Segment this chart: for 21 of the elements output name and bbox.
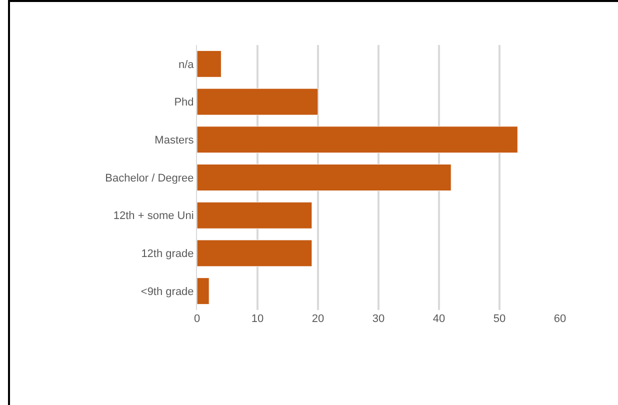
y-tick-label: Phd [174, 96, 194, 109]
x-tick-label: 10 [251, 313, 264, 325]
bar [197, 164, 452, 191]
bar [197, 240, 312, 267]
x-tick-label: 20 [312, 313, 324, 325]
y-tick-label: 12th + some Uni [113, 210, 194, 222]
y-tick-label: Bachelor / Degree [105, 172, 194, 184]
bar [197, 202, 312, 229]
bar [197, 278, 210, 305]
x-tick-label: 40 [432, 313, 446, 325]
y-tick-label: Masters [154, 134, 194, 146]
bar [197, 126, 518, 154]
y-tick-label: 12th grade [141, 248, 194, 260]
bar [197, 88, 318, 116]
x-tick-label: 60 [554, 313, 566, 325]
y-tick-label: n/a [178, 58, 195, 71]
x-tick-label: 0 [194, 313, 200, 325]
y-tick-label: <9th grade [140, 286, 194, 298]
x-tick-label: 30 [372, 313, 385, 325]
x-tick-label: 50 [493, 313, 506, 325]
bar [197, 50, 222, 78]
